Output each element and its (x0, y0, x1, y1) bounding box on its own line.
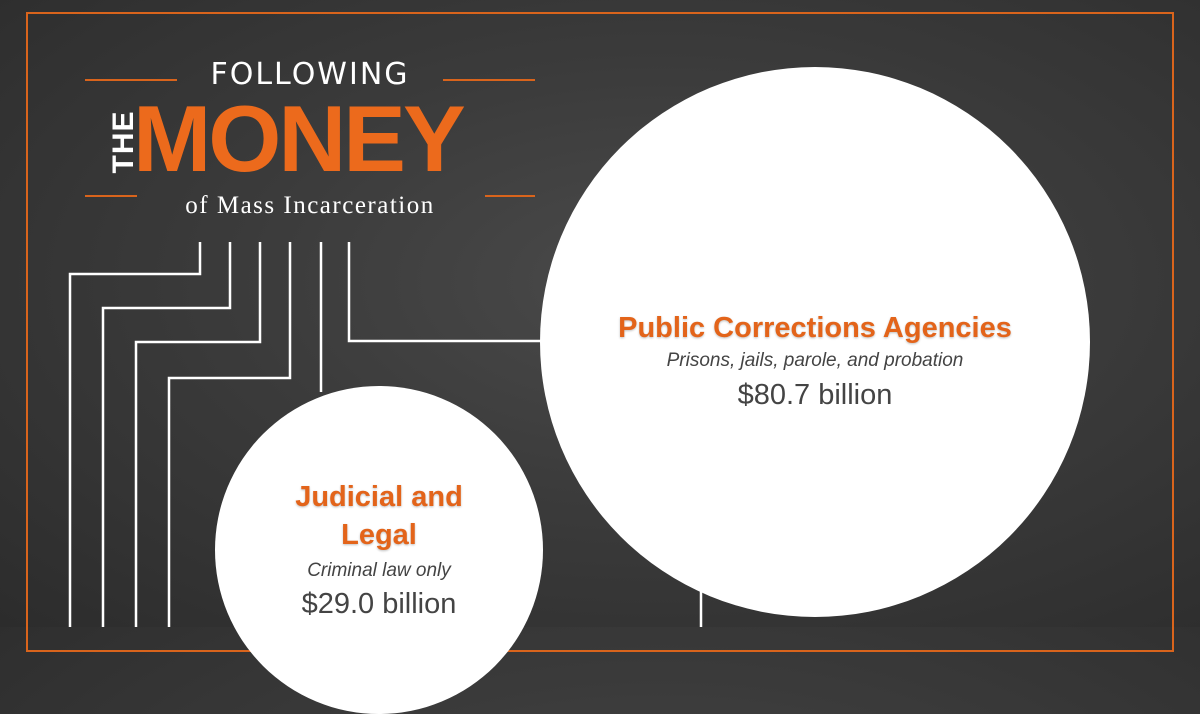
node-amount: $80.7 billion (737, 379, 893, 411)
connector-1 (68, 242, 202, 627)
title-following: FOLLOWING (210, 57, 410, 92)
node-label: Public Corrections Agencies (618, 312, 1012, 344)
title-rule-top-left (85, 79, 177, 81)
node-label: Judicial and Legal (295, 481, 463, 551)
node-description: Criminal law only (307, 560, 451, 581)
node-description: Prisons, jails, parole, and probation (666, 350, 964, 371)
connector-4 (167, 242, 292, 627)
title-rule-top-right (443, 79, 535, 81)
node-amount: $29.0 billion (301, 588, 457, 620)
title-money: MONEY (133, 86, 466, 191)
title-block: FOLLOWING THE MONEY of Mass Incarceratio… (85, 55, 535, 225)
connector-3 (134, 242, 262, 627)
title-rule-bottom-left (85, 195, 137, 197)
node-public-corrections: Public Corrections Agencies Prisons, jai… (540, 67, 1090, 617)
title-subtitle: of Mass Incarceration (185, 192, 435, 219)
title-rule-bottom-right (485, 195, 535, 197)
connector-2 (101, 242, 232, 627)
node-judicial-legal: Judicial and Legal Criminal law only $29… (215, 386, 543, 714)
connector-corrections (347, 242, 545, 343)
flow-connectors (0, 0, 1200, 627)
